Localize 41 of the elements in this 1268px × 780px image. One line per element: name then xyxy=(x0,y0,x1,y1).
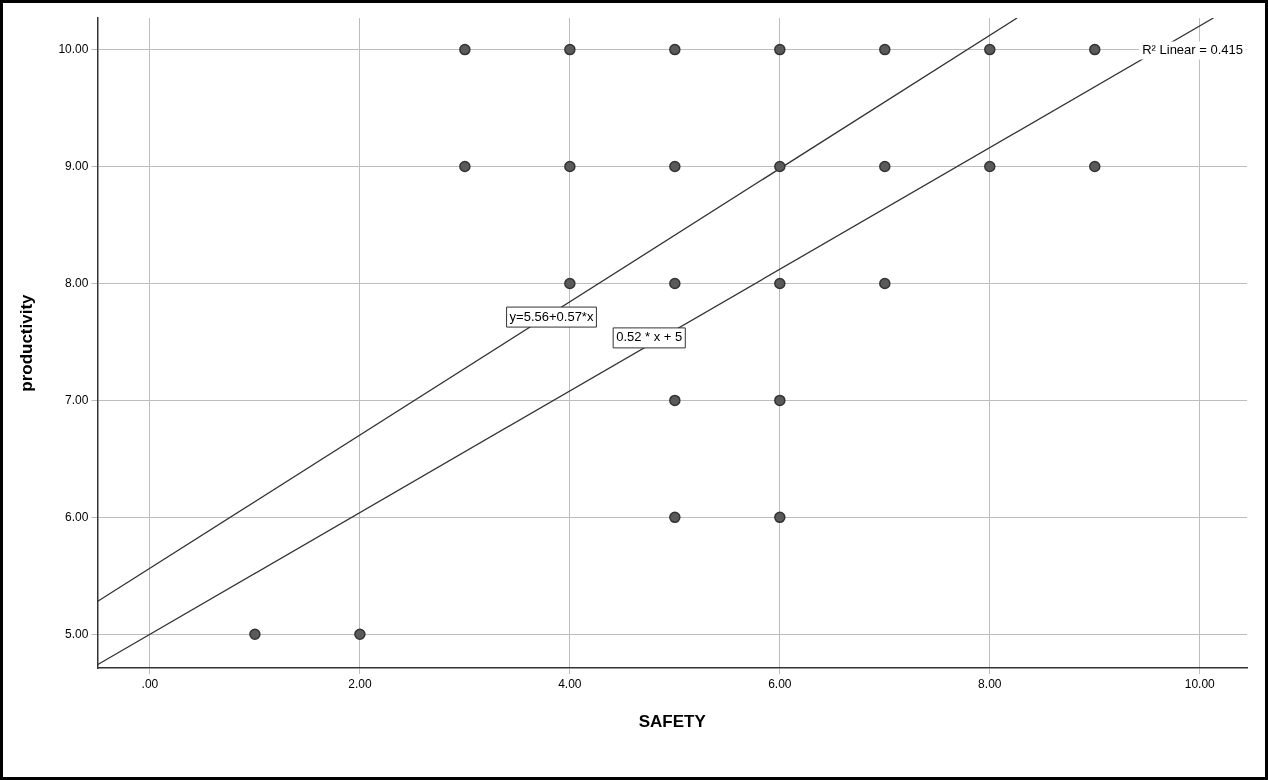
point xyxy=(564,277,576,290)
point xyxy=(669,511,681,524)
annotation: y=5.56+0.57*x xyxy=(509,308,594,324)
point xyxy=(774,511,786,524)
point xyxy=(459,43,471,56)
point xyxy=(564,43,576,56)
y-tick-label: 10.00 xyxy=(58,41,89,56)
x-tick-label: 10.00 xyxy=(1184,676,1216,691)
point xyxy=(669,160,681,173)
annotation: 0.52 * x + 5 xyxy=(616,329,683,345)
point xyxy=(669,277,681,290)
point xyxy=(879,160,891,173)
point xyxy=(1089,43,1101,56)
point xyxy=(774,277,786,290)
y-tick-label: 7.00 xyxy=(65,392,89,407)
y-tick-label: 6.00 xyxy=(65,509,89,524)
x-tick-label: 6.00 xyxy=(768,676,792,691)
x-axis-title: SAFETY xyxy=(638,712,707,732)
x-tick-label: .00 xyxy=(141,676,159,691)
point xyxy=(669,394,681,407)
y-tick-label: 9.00 xyxy=(65,158,89,173)
y-tick-label: 5.00 xyxy=(65,626,89,641)
x-tick-label: 8.00 xyxy=(978,676,1002,691)
point xyxy=(879,277,891,290)
point xyxy=(564,160,576,173)
y-tick-label: 8.00 xyxy=(65,275,89,290)
point xyxy=(459,160,471,173)
point xyxy=(774,160,786,173)
point xyxy=(1089,160,1101,173)
x-tick-label: 4.00 xyxy=(558,676,582,691)
point xyxy=(984,160,996,173)
point xyxy=(774,394,786,407)
point xyxy=(354,628,366,641)
point xyxy=(774,43,786,56)
point xyxy=(984,43,996,56)
point xyxy=(669,43,681,56)
x-tick-label: 2.00 xyxy=(348,676,372,691)
y-axis-title: productivity xyxy=(16,293,36,392)
annotation: R² Linear = 0.415 xyxy=(1142,42,1244,58)
point xyxy=(249,628,261,641)
point xyxy=(879,43,891,56)
